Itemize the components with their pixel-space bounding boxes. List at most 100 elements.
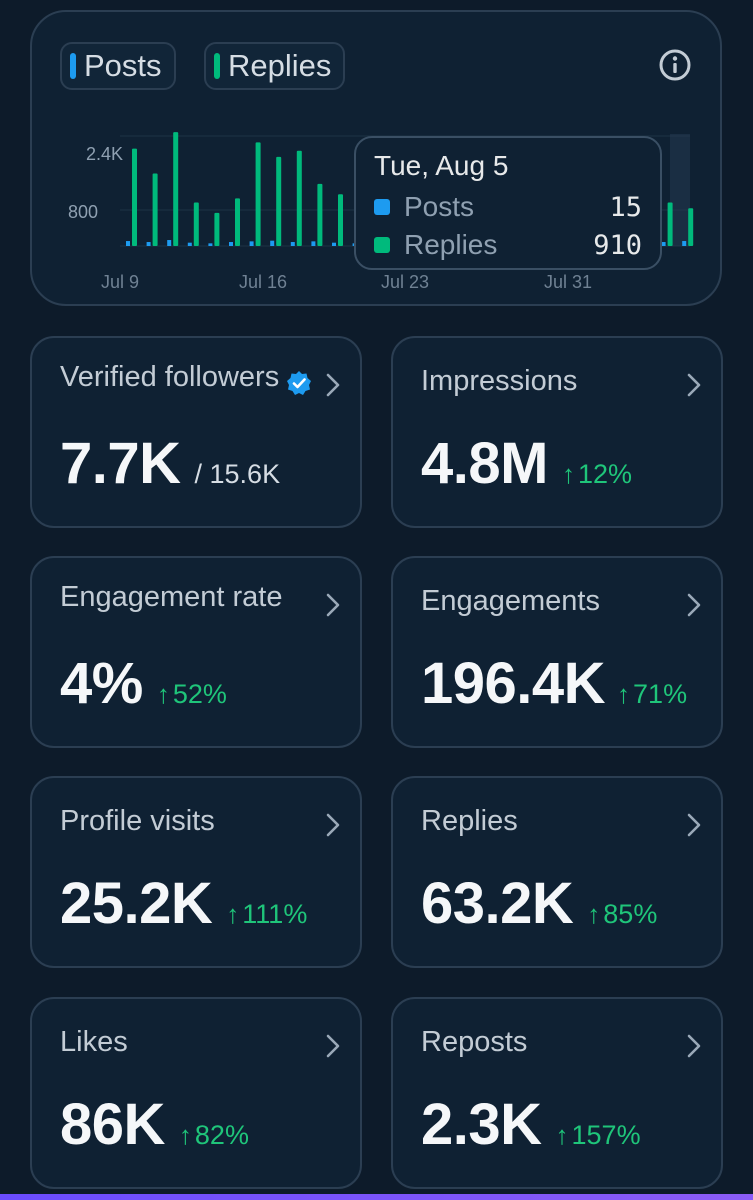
tooltip-replies-value: 910 [593,229,642,261]
stat-title: Engagements [421,585,600,617]
stat-value: 63.2K [421,871,574,936]
stat-title: Profile visits [60,805,215,837]
arrow-up-icon: ↑ [617,679,631,709]
stat-card-engagement-rate[interactable]: Engagement rate 4% ↑ 52% [30,556,362,748]
replies-bar[interactable] [317,183,323,246]
stat-change: ↑ 82% [179,1120,249,1151]
chevron-right-icon [326,593,340,617]
legend-replies-toggle[interactable]: Replies [204,42,346,90]
x-tick-jul-9: Jul 9 [101,272,139,292]
replies-swatch [214,53,220,79]
x-tick-jul-16: Jul 16 [239,272,287,292]
posts-bar[interactable] [187,242,192,246]
posts-bar[interactable] [661,242,666,246]
selected-column-highlight [670,134,690,246]
posts-bar[interactable] [208,243,213,246]
tooltip-replies-label: Replies [404,229,498,260]
bottom-accent-bar [0,1194,753,1200]
posts-bar[interactable] [126,241,130,246]
stat-card-verified-followers[interactable]: Verified followers 7.7K / 15.6K [30,336,362,528]
stat-card-engagements[interactable]: Engagements 196.4K ↑ 71% [391,556,723,748]
posts-bar[interactable] [229,242,233,246]
replies-bar[interactable] [132,148,137,246]
stat-card-replies[interactable]: Replies 63.2K ↑ 85% [391,776,723,968]
x-tick-jul-31: Jul 31 [544,272,592,292]
posts-bar[interactable] [146,242,151,246]
legend-replies-label: Replies [228,48,332,83]
legend-posts-toggle[interactable]: Posts [60,42,176,90]
chart-tooltip: Tue, Aug 5 Posts 15 Replies 910 [354,136,662,270]
replies-bar[interactable] [255,142,261,246]
stat-value-row: 7.7K / 15.6K [60,430,280,497]
x-tick-jul-23: Jul 23 [381,272,429,292]
tooltip-posts-label: Posts [404,191,475,222]
replies-bar[interactable] [152,173,158,247]
stat-value-row: 196.4K ↑ 71% [421,650,687,717]
chevron-right-icon [687,593,701,617]
stat-change-value: 85% [603,899,658,929]
tooltip-date: Tue, Aug 5 [374,150,509,181]
stat-change-value: 71% [633,679,688,709]
replies-bar[interactable] [667,202,673,247]
replies-bar[interactable] [338,194,343,246]
replies-bar[interactable] [193,202,199,247]
arrow-up-icon: ↑ [555,1120,569,1150]
stat-title: Impressions [421,365,578,397]
tooltip-row-posts: Posts 15 [374,188,642,226]
tooltip-replies-dot [374,237,390,253]
stat-title: Engagement rate [60,581,283,613]
replies-bar[interactable] [276,156,282,246]
tooltip-posts-dot [374,199,390,215]
stat-value-row: 86K ↑ 82% [60,1091,249,1158]
stat-value-row: 2.3K ↑ 157% [421,1091,641,1158]
chevron-right-icon [687,1034,701,1058]
stat-value: 4.8M [421,431,548,496]
chevron-right-icon [687,373,701,397]
replies-bar[interactable] [688,208,694,246]
stat-title: Verified followers [60,361,280,393]
stat-card-profile-visits[interactable]: Profile visits 25.2K ↑ 111% [30,776,362,968]
y-tick-800: 800 [68,202,98,222]
replies-bar[interactable] [214,212,220,246]
tooltip-row-replies: Replies 910 [374,226,642,264]
stat-card-impressions[interactable]: Impressions 4.8M ↑ 12% [391,336,723,528]
y-tick-2400: 2.4K [86,144,123,164]
stat-change-value: 82% [194,1120,249,1150]
posts-bar[interactable] [682,241,687,246]
stat-title: Reposts [421,1026,528,1058]
chart-card: Posts Replies 2.4K 800 Jul 9 Jul 16 Jul … [30,10,722,306]
stat-change: ↑ 85% [587,899,657,930]
stat-value: 196.4K [421,651,606,716]
posts-swatch [70,53,76,79]
posts-bar[interactable] [249,241,254,246]
posts-bar[interactable] [290,242,295,246]
replies-bar[interactable] [235,198,240,246]
stat-title: Replies [421,805,518,837]
stat-value: 86K [60,1092,165,1157]
stat-change: ↑ 52% [157,679,227,710]
stat-value-row: 25.2K ↑ 111% [60,870,307,937]
stat-card-reposts[interactable]: Reposts 2.3K ↑ 157% [391,997,723,1189]
stat-value-row: 4.8M ↑ 12% [421,430,632,497]
replies-bar[interactable] [296,150,302,246]
arrow-up-icon: ↑ [226,899,240,929]
stat-card-likes[interactable]: Likes 86K ↑ 82% [30,997,362,1189]
chevron-right-icon [326,813,340,837]
stat-change-value: 157% [571,1120,641,1150]
posts-bar[interactable] [167,240,172,246]
chevron-right-icon [326,1034,340,1058]
stat-suffix: / 15.6K [194,459,281,489]
arrow-up-icon: ↑ [178,1120,192,1150]
replies-bar[interactable] [173,132,179,246]
stat-value: 7.7K [60,431,181,496]
stat-change: ↑ 71% [617,679,687,710]
info-icon[interactable] [658,48,692,82]
stat-value: 2.3K [421,1092,542,1157]
posts-bar[interactable] [270,240,275,246]
posts-bar[interactable] [311,241,316,246]
stat-change-value: 111% [242,899,308,929]
posts-bar[interactable] [332,242,336,246]
stat-change: ↑ 157% [556,1120,641,1151]
arrow-up-icon: ↑ [156,679,170,709]
